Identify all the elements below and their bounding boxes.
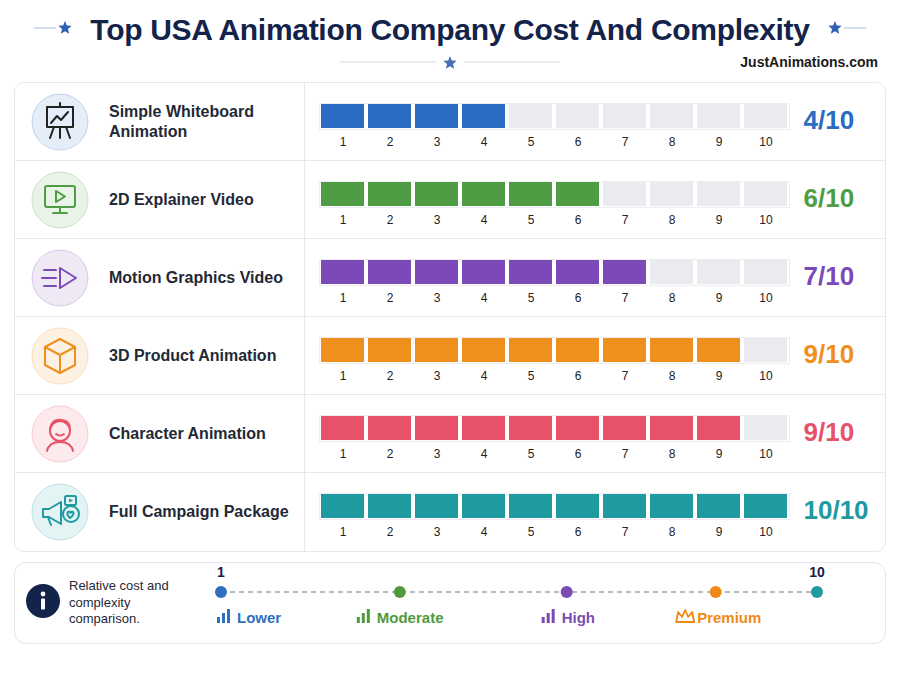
svg-text:9: 9 <box>716 525 723 539</box>
svg-text:Premium: Premium <box>697 609 761 626</box>
svg-text:1: 1 <box>340 369 347 383</box>
svg-text:9/10: 9/10 <box>804 416 855 446</box>
svg-text:7: 7 <box>622 291 629 305</box>
svg-text:Lower: Lower <box>237 609 281 626</box>
html-text:JustAnimations.com: JustAnimations.com <box>740 54 878 70</box>
html-text:Character Animation: Character Animation <box>109 424 266 442</box>
svg-text:6: 6 <box>575 135 582 149</box>
svg-text:6: 6 <box>575 213 582 227</box>
svg-text:6: 6 <box>575 447 582 461</box>
html-text:Relative cost and complexity c: Relative cost and complexity comparison. <box>69 577 169 627</box>
svg-text:10: 10 <box>759 291 773 305</box>
svg-text:5: 5 <box>528 135 535 149</box>
svg-text:8: 8 <box>669 213 676 227</box>
svg-text:10: 10 <box>759 525 773 539</box>
svg-text:3: 3 <box>434 135 441 149</box>
svg-text:4/10: 4/10 <box>804 104 855 134</box>
svg-text:10: 10 <box>759 369 773 383</box>
svg-text:1: 1 <box>340 135 347 149</box>
svg-text:10/10: 10/10 <box>804 495 869 525</box>
svg-text:7: 7 <box>622 447 629 461</box>
svg-text:4: 4 <box>481 291 488 305</box>
svg-text:5: 5 <box>528 447 535 461</box>
html-text:Top USA Animation Company Cost: Top USA Animation Company Cost And Compl… <box>90 13 810 46</box>
svg-text:6: 6 <box>575 525 582 539</box>
svg-text:5: 5 <box>528 369 535 383</box>
svg-text:5: 5 <box>528 291 535 305</box>
svg-text:3: 3 <box>434 291 441 305</box>
svg-text:1: 1 <box>340 213 347 227</box>
svg-text:9: 9 <box>716 447 723 461</box>
svg-text:10: 10 <box>759 135 773 149</box>
svg-text:10: 10 <box>809 564 825 580</box>
svg-text:2: 2 <box>387 525 394 539</box>
svg-text:8: 8 <box>669 447 676 461</box>
svg-text:8: 8 <box>669 135 676 149</box>
html-text:Simple Whiteboard Animation: Simple Whiteboard Animation <box>109 102 254 140</box>
html-text:Motion Graphics Video: Motion Graphics Video <box>109 268 283 286</box>
svg-text:3: 3 <box>434 213 441 227</box>
svg-text:4: 4 <box>481 447 488 461</box>
svg-text:10: 10 <box>759 447 773 461</box>
svg-text:6/10: 6/10 <box>804 182 855 212</box>
svg-text:1: 1 <box>340 525 347 539</box>
svg-text:4: 4 <box>481 369 488 383</box>
svg-text:5: 5 <box>528 213 535 227</box>
svg-text:4: 4 <box>481 135 488 149</box>
svg-text:3: 3 <box>434 525 441 539</box>
svg-text:Moderate: Moderate <box>377 609 444 626</box>
svg-text:9: 9 <box>716 135 723 149</box>
svg-text:2: 2 <box>387 447 394 461</box>
html-text:3D Product Animation: 3D Product Animation <box>109 346 277 364</box>
svg-text:3: 3 <box>434 447 441 461</box>
svg-text:10: 10 <box>759 213 773 227</box>
svg-text:6: 6 <box>575 291 582 305</box>
svg-text:7: 7 <box>622 369 629 383</box>
svg-text:6: 6 <box>575 369 582 383</box>
svg-text:9: 9 <box>716 369 723 383</box>
svg-text:9: 9 <box>716 291 723 305</box>
svg-text:7/10: 7/10 <box>804 260 855 290</box>
svg-text:1: 1 <box>340 291 347 305</box>
svg-text:7: 7 <box>622 135 629 149</box>
svg-text:4: 4 <box>481 213 488 227</box>
svg-text:5: 5 <box>528 525 535 539</box>
svg-text:8: 8 <box>669 291 676 305</box>
html-text:Full Campaign Package: Full Campaign Package <box>109 503 289 520</box>
svg-text:2: 2 <box>387 135 394 149</box>
svg-text:2: 2 <box>387 291 394 305</box>
svg-text:7: 7 <box>622 213 629 227</box>
svg-text:7: 7 <box>622 525 629 539</box>
svg-text:2: 2 <box>387 369 394 383</box>
svg-text:1: 1 <box>340 447 347 461</box>
svg-text:4: 4 <box>481 525 488 539</box>
svg-text:8: 8 <box>669 369 676 383</box>
svg-text:9/10: 9/10 <box>804 338 855 368</box>
svg-text:2: 2 <box>387 213 394 227</box>
svg-text:9: 9 <box>716 213 723 227</box>
svg-text:1: 1 <box>217 564 225 580</box>
html-text:2D Explainer Video: 2D Explainer Video <box>109 190 254 208</box>
svg-text:High: High <box>562 609 595 626</box>
svg-text:8: 8 <box>669 525 676 539</box>
svg-text:3: 3 <box>434 369 441 383</box>
